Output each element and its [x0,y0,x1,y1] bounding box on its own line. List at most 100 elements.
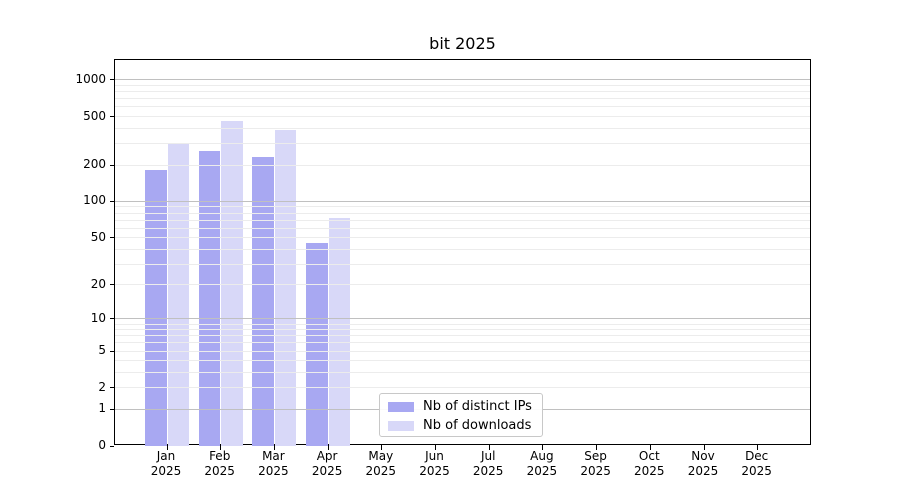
x-label-year: 2025 [258,464,289,478]
legend-items: Nb of distinct IPs Nb of downloads [380,397,542,435]
x-label-month: Jun [425,449,444,463]
x-tick-aug [542,445,544,450]
gridline-400 [115,127,810,129]
x-tick-mar [273,445,275,450]
legend-item: Nb of distinct IPs [380,397,542,416]
x-tick-label-sep: Sep 2025 [564,449,628,479]
legend-swatch [388,420,414,431]
x-label-year: 2025 [472,464,504,478]
x-label-year: 2025 [526,464,558,478]
gridline-20 [115,284,810,286]
x-label-year: 2025 [687,464,719,478]
x-label-year: 2025 [741,464,772,478]
x-label-month: Apr [316,449,338,463]
x-label-year: 2025 [204,464,235,478]
gridline-600 [115,106,810,108]
x-tick-label-nov: Nov 2025 [671,449,735,479]
y-tick-label-50: 50 [90,229,106,244]
x-label-year: 2025 [580,464,611,478]
legend-label: Nb of distinct IPs [423,399,532,414]
y-tick-0 [110,445,114,447]
bars-layer [115,60,810,446]
x-tick-dec [757,445,759,450]
x-tick-label-aug: Aug 2025 [510,449,574,479]
gridline-500 [115,116,810,118]
y-tick-label-500: 500 [83,108,106,123]
x-label-year: 2025 [365,464,397,478]
gridline-200 [115,164,810,166]
x-label-year: 2025 [311,464,343,478]
gridline-60 [115,227,810,229]
gridline-6 [115,342,810,344]
x-label-month: Sep [584,449,607,463]
y-tick-10 [110,318,114,320]
gridline-7 [115,335,810,337]
x-label-month: Feb [209,449,231,463]
x-tick-feb [220,445,222,450]
y-tick-1000 [110,79,114,81]
x-tick-nov [703,445,705,450]
x-tick-label-jul: Jul 2025 [456,449,520,479]
y-tick-20 [110,284,114,286]
gridline-40 [115,248,810,250]
plot-area: Nb of distinct IPs Nb of downloads [110,59,811,450]
x-tick-jul [488,445,490,450]
x-label-month: Jul [480,449,496,463]
gridline-1000 [115,79,810,81]
x-label-month: Mar [262,449,285,463]
bar-nb-of-downloads-feb [221,121,243,446]
x-label-month: May [368,449,394,463]
gridline-5 [115,350,810,352]
y-tick-label-2: 2 [98,379,106,394]
y-tick-1 [110,408,114,410]
x-tick-label-feb: Feb 2025 [188,449,252,479]
gridline-300 [115,143,810,145]
gridline-3 [115,372,810,374]
gridline-2 [115,387,810,389]
bar-nb-of-distinct-ips-mar [252,156,274,446]
x-label-month: Aug [530,449,554,463]
y-tick-label-1: 1 [98,401,106,416]
legend-item: Nb of downloads [380,416,542,435]
gridline-9 [115,323,810,325]
legend-swatch [388,401,414,412]
gridline-100 [115,200,810,202]
legend: Nb of distinct IPs Nb of downloads [379,393,543,437]
gridline-80 [115,212,810,214]
axis-ticks-layer [110,60,810,450]
x-label-year: 2025 [419,464,450,478]
x-tick-label-dec: Dec 2025 [725,449,789,479]
y-tick-label-5: 5 [98,343,106,358]
bar-nb-of-downloads-jan [167,143,189,446]
y-tick-500 [110,116,114,118]
x-label-month: Jan [156,449,176,463]
x-tick-label-jun: Jun 2025 [403,449,467,479]
y-tick-5 [110,350,114,352]
x-tick-oct [649,445,651,450]
chart-title: bit 2025 [429,34,496,53]
x-label-year: 2025 [150,464,182,478]
gridline-800 [115,91,810,93]
x-tick-label-mar: Mar 2025 [241,449,305,479]
y-tick-2 [110,387,114,389]
y-tick-100 [110,200,114,202]
x-tick-sep [596,445,598,450]
x-label-month: Nov [691,449,715,463]
gridline-70 [115,219,810,221]
gridline-90 [115,206,810,208]
x-tick-apr [327,445,329,450]
gridline-30 [115,263,810,265]
gridline-900 [115,85,810,87]
bar-nb-of-distinct-ips-apr [306,243,328,446]
y-tick-label-20: 20 [90,276,106,291]
x-tick-label-apr: Apr 2025 [295,449,359,479]
x-tick-may [381,445,383,450]
y-tick-50 [110,237,114,239]
y-tick-label-0: 0 [98,438,106,452]
gridline-8 [115,329,810,331]
bar-nb-of-downloads-mar [274,130,297,446]
bar-nb-of-distinct-ips-jan [145,169,167,446]
x-label-month: Oct [638,449,660,463]
y-tick-label-10: 10 [90,310,106,325]
